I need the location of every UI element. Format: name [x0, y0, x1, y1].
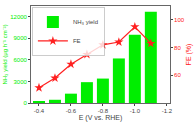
svg-text:3000: 3000 — [14, 79, 28, 85]
svg-text:-0.8: -0.8 — [98, 108, 109, 114]
svg-text:NH₃ yield: NH₃ yield — [73, 19, 98, 25]
svg-text:6000: 6000 — [14, 57, 28, 63]
svg-text:-1.0: -1.0 — [130, 108, 141, 114]
svg-text:-1.2: -1.2 — [162, 108, 173, 114]
svg-text:0: 0 — [24, 100, 28, 106]
svg-text:100: 100 — [174, 17, 185, 23]
svg-text:E (V vs. RHE): E (V vs. RHE) — [79, 114, 123, 122]
svg-text:12000: 12000 — [10, 14, 27, 20]
svg-text:60: 60 — [174, 72, 181, 78]
svg-text:80: 80 — [174, 45, 181, 51]
svg-text:FE: FE — [73, 38, 81, 44]
svg-text:-0.6: -0.6 — [66, 108, 77, 114]
svg-text:-0.4: -0.4 — [34, 108, 45, 114]
svg-text:FE (%): FE (%) — [185, 44, 193, 66]
svg-text:9000: 9000 — [14, 35, 28, 41]
svg-text:NH₃ yield (μg h⁻¹ cm⁻²): NH₃ yield (μg h⁻¹ cm⁻²) — [2, 24, 8, 84]
